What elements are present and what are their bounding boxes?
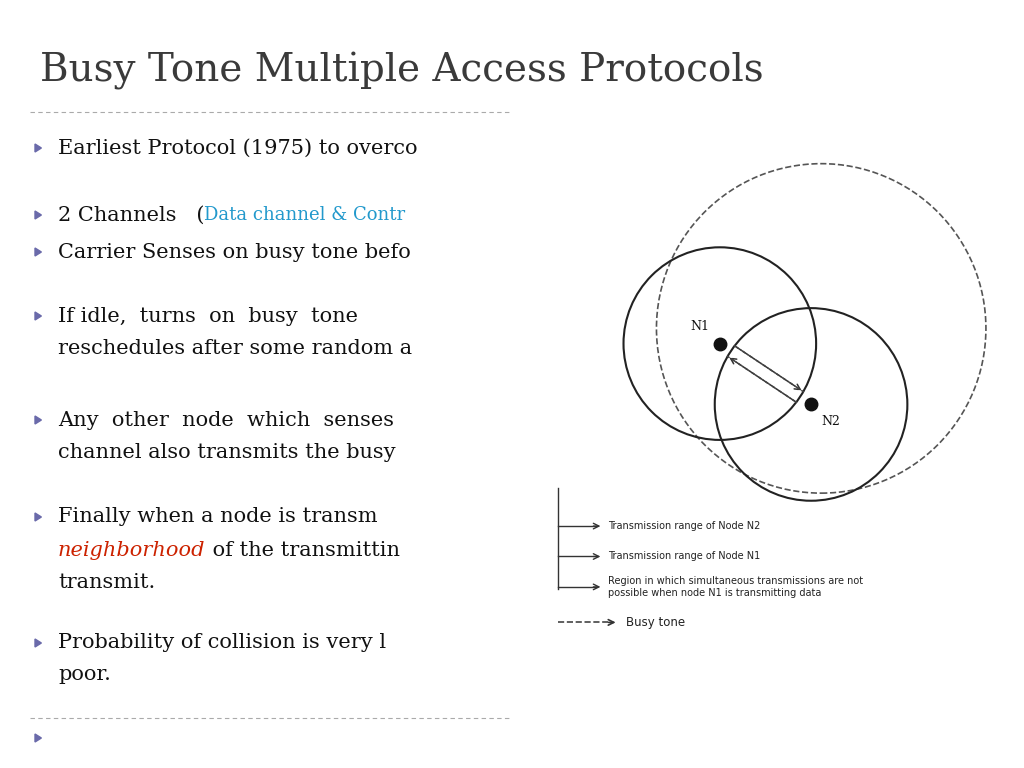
Text: Data channel & Contr: Data channel & Contr xyxy=(205,206,406,224)
Polygon shape xyxy=(35,416,41,424)
Text: reschedules after some random a: reschedules after some random a xyxy=(58,339,412,357)
Polygon shape xyxy=(35,211,41,219)
Text: channel also transmits the busy: channel also transmits the busy xyxy=(58,442,395,462)
Text: N1: N1 xyxy=(690,320,710,333)
Polygon shape xyxy=(35,248,41,256)
Text: neighborhood: neighborhood xyxy=(58,541,206,560)
Text: of the transmittin: of the transmittin xyxy=(206,541,399,560)
Polygon shape xyxy=(35,312,41,320)
Text: transmit.: transmit. xyxy=(58,574,156,592)
Text: Probability of collision is very l: Probability of collision is very l xyxy=(58,634,386,653)
Text: Finally when a node is transm: Finally when a node is transm xyxy=(58,508,378,527)
Text: Any  other  node  which  senses: Any other node which senses xyxy=(58,411,394,429)
Text: poor.: poor. xyxy=(58,666,111,684)
Text: 2 Channels   (: 2 Channels ( xyxy=(58,206,205,224)
Polygon shape xyxy=(35,734,41,742)
Polygon shape xyxy=(35,144,41,152)
Text: Busy tone: Busy tone xyxy=(626,616,685,629)
Text: Earliest Protocol (1975) to overco: Earliest Protocol (1975) to overco xyxy=(58,138,418,157)
Text: Transmission range of Node N2: Transmission range of Node N2 xyxy=(608,521,761,531)
Text: N2: N2 xyxy=(821,415,840,428)
Polygon shape xyxy=(35,639,41,647)
Text: If idle,  turns  on  busy  tone: If idle, turns on busy tone xyxy=(58,306,358,326)
Text: Region in which simultaneous transmissions are not
possible when node N1 is tran: Region in which simultaneous transmissio… xyxy=(608,576,863,598)
Text: Carrier Senses on busy tone befo: Carrier Senses on busy tone befo xyxy=(58,243,411,261)
Text: Busy Tone Multiple Access Protocols: Busy Tone Multiple Access Protocols xyxy=(40,52,764,90)
Polygon shape xyxy=(35,513,41,521)
Text: Transmission range of Node N1: Transmission range of Node N1 xyxy=(608,551,761,561)
